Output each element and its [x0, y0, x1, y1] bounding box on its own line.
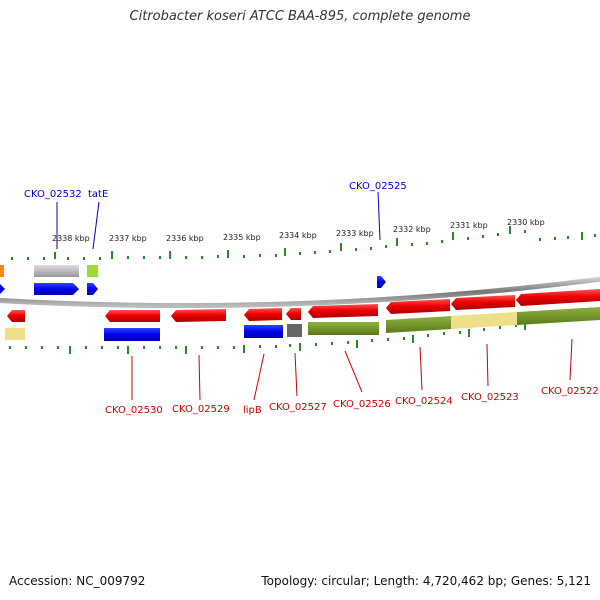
scale-label: 2334 kbp — [279, 231, 317, 240]
gene-label-tatE: tatE — [88, 189, 108, 200]
gene-label-CKO_02522: CKO_02522 — [541, 386, 599, 397]
scale-label: 2333 kbp — [336, 229, 374, 238]
scale-label: 2335 kbp — [223, 233, 261, 242]
gene-arrow-CKO_02532 — [34, 283, 79, 295]
gray-block-CKO_02527 — [287, 324, 302, 337]
khaki-block-CKO_02523 — [451, 312, 517, 329]
scale-label: 2331 kbp — [450, 221, 488, 230]
gene-arrow-CKO_02527 — [286, 308, 301, 320]
scale-labels: 2338 kbp 2337 kbp 2336 kbp 2335 kbp 2334… — [52, 218, 545, 243]
scale-label: 2338 kbp — [52, 234, 90, 243]
gene-arrow-CKO_02523 — [451, 295, 515, 310]
gene-arrow-left-partial — [0, 284, 5, 294]
scale-label: 2337 kbp — [109, 234, 147, 243]
gene-arrow-CKO_02522 — [516, 289, 600, 306]
gene-label-CKO_02530: CKO_02530 — [105, 405, 163, 416]
gene-label-lipB: lipB — [243, 405, 262, 416]
khaki-feature-left — [5, 328, 25, 340]
gene-label-CKO_02529: CKO_02529 — [172, 404, 230, 415]
top-tick-row — [11, 226, 596, 260]
gene-label-CKO_02532: CKO_02532 — [24, 189, 82, 200]
map-title: Citrobacter koseri ATCC BAA-895, complet… — [129, 9, 471, 24]
gene-arrow-CKO_02526 — [308, 304, 378, 318]
blue-block-CKO_02530 — [104, 328, 160, 341]
gene-label-CKO_02526: CKO_02526 — [333, 399, 391, 410]
genome-summary-text: Topology: circular; Length: 4,720,462 bp… — [261, 574, 591, 588]
gene-label-CKO_02523: CKO_02523 — [461, 392, 519, 403]
top-gene-labels[interactable]: CKO_02532 tatE CKO_02525 — [24, 181, 407, 250]
gene-label-CKO_02524: CKO_02524 — [395, 396, 453, 407]
olive-block-CKO_02522 — [517, 307, 600, 325]
gene-label-CKO_02525: CKO_02525 — [349, 181, 407, 192]
gene-arrow-left-edge — [7, 310, 25, 322]
gene-arrow-CKO_02530 — [105, 310, 160, 322]
scale-label: 2330 kbp — [507, 218, 545, 227]
gene-arrow-lipB — [244, 308, 282, 321]
accession-text: Accession: NC_009792 — [9, 574, 146, 588]
blue-block-lipB — [244, 325, 283, 338]
gray-feature — [34, 265, 79, 277]
lime-feature — [87, 265, 98, 277]
gene-arrow-CKO_02529 — [171, 309, 226, 322]
reverse-strand-features — [5, 289, 600, 341]
gene-label-CKO_02527: CKO_02527 — [269, 402, 327, 413]
gene-arrow-tatE — [87, 283, 98, 295]
gene-arrow-CKO_02525 — [377, 276, 386, 288]
genome-backbone — [0, 276, 600, 309]
scale-label: 2332 kbp — [393, 225, 431, 234]
forward-strand-features — [0, 265, 386, 295]
scale-label: 2336 kbp — [166, 234, 204, 243]
gene-arrow-CKO_02524 — [386, 299, 450, 314]
olive-block-CKO_02526 — [308, 322, 379, 335]
bottom-gene-labels[interactable]: CKO_02530 CKO_02529 lipB CKO_02527 CKO_0… — [105, 338, 599, 416]
olive-block-CKO_02524 — [386, 316, 452, 333]
orange-feature — [0, 265, 4, 277]
